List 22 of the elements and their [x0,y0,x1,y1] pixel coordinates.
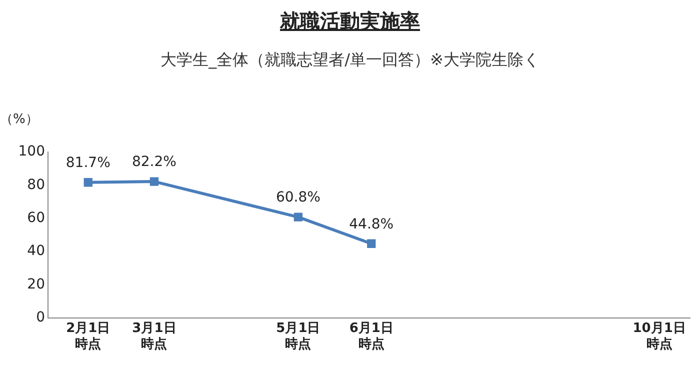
x-tick-label: 6月1日時点 [349,321,394,352]
y-tick-label: 100 [18,144,45,160]
y-tick-label: 60 [27,210,45,226]
y-tick-label: 0 [36,310,45,326]
y-tick-label: 80 [27,176,45,193]
point [150,177,159,186]
y-tick-label: 20 [27,276,45,292]
x-tick-label: 5月1日時点 [276,321,320,352]
x-tick-label: 3月1日時点 [132,321,176,352]
data-label: 82.2% [132,154,176,170]
point [84,178,92,187]
x-tick-label: 2月1日時点 [66,321,110,352]
point [294,212,303,222]
data-label: 81.7% [66,155,110,172]
point [367,239,376,248]
chart-title: 就職活動実施率 [280,9,420,33]
data-label: 44.8% [349,216,394,232]
y-tick-label: 40 [27,243,45,260]
chart-subtitle: 大学生_全体（就職志望者/単一回答）※大学院生除く [160,50,540,71]
y-axis-title: （%） [0,112,38,127]
data-label: 60.8% [276,190,320,206]
x-tick-label: 10月1日時点 [632,321,686,352]
